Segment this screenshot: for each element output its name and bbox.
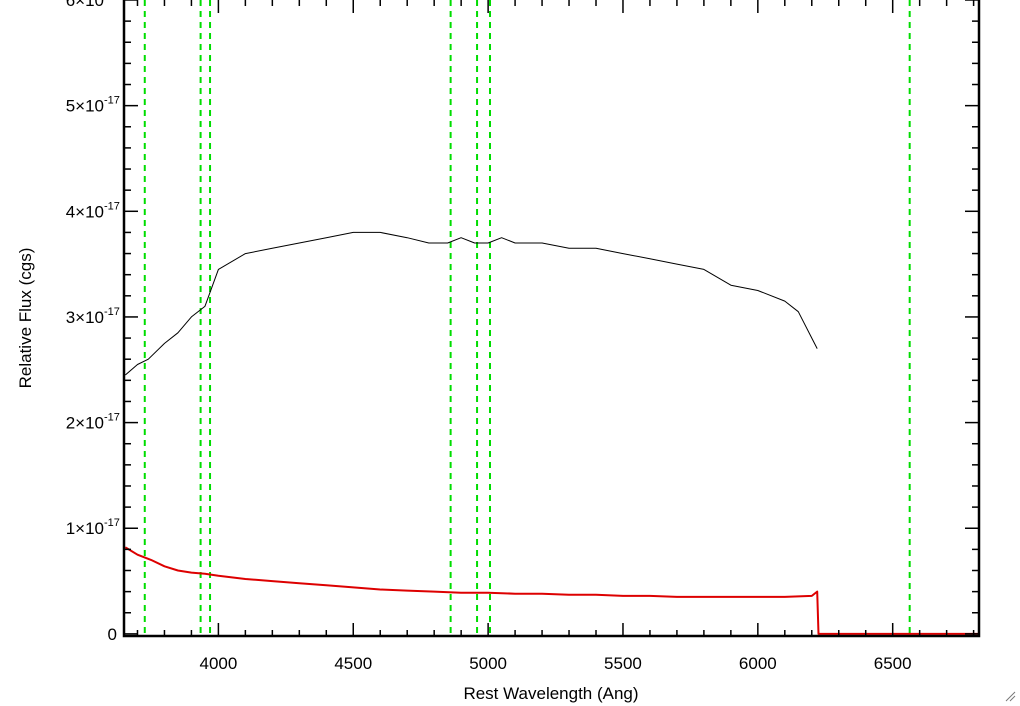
x-tick-label: 5000 bbox=[469, 654, 507, 673]
y-tick-label: 4×10 bbox=[66, 202, 104, 221]
y-tick-label: 1×10 bbox=[66, 519, 104, 538]
series-line-0 bbox=[124, 231, 818, 376]
y-tick-label: 3×10 bbox=[66, 308, 104, 327]
y-axis-title: Relative Flux (cgs) bbox=[16, 248, 35, 389]
y-tick-exponent: -17 bbox=[104, 95, 120, 107]
x-tick-label: 6000 bbox=[739, 654, 777, 673]
y-tick-label: 2×10 bbox=[66, 414, 104, 433]
reference-lines bbox=[143, 0, 911, 636]
y-tick-exponent: -17 bbox=[104, 306, 120, 318]
x-tick-label: 4000 bbox=[199, 654, 237, 673]
y-tick-label: 6×10 bbox=[66, 0, 104, 10]
y-tick-label: 5×10 bbox=[66, 97, 104, 116]
y-tick-exponent: -17 bbox=[104, 412, 120, 424]
y-tick-exponent: -17 bbox=[104, 517, 120, 529]
plot-frame bbox=[122, 0, 981, 638]
y-tick-exponent: -17 bbox=[104, 0, 120, 1]
resize-grip-icon[interactable] bbox=[1004, 690, 1016, 702]
x-axis-title: Rest Wavelength (Ang) bbox=[463, 684, 638, 703]
y-tick-label: 0 bbox=[108, 625, 117, 644]
plot-background bbox=[124, 0, 979, 636]
series-layer bbox=[124, 231, 979, 635]
x-tick-label: 6500 bbox=[874, 654, 912, 673]
x-tick-label: 4500 bbox=[334, 654, 372, 673]
y-tick-exponent: -17 bbox=[104, 200, 120, 212]
x-tick-label: 5500 bbox=[604, 654, 642, 673]
series-line-1 bbox=[124, 546, 979, 635]
